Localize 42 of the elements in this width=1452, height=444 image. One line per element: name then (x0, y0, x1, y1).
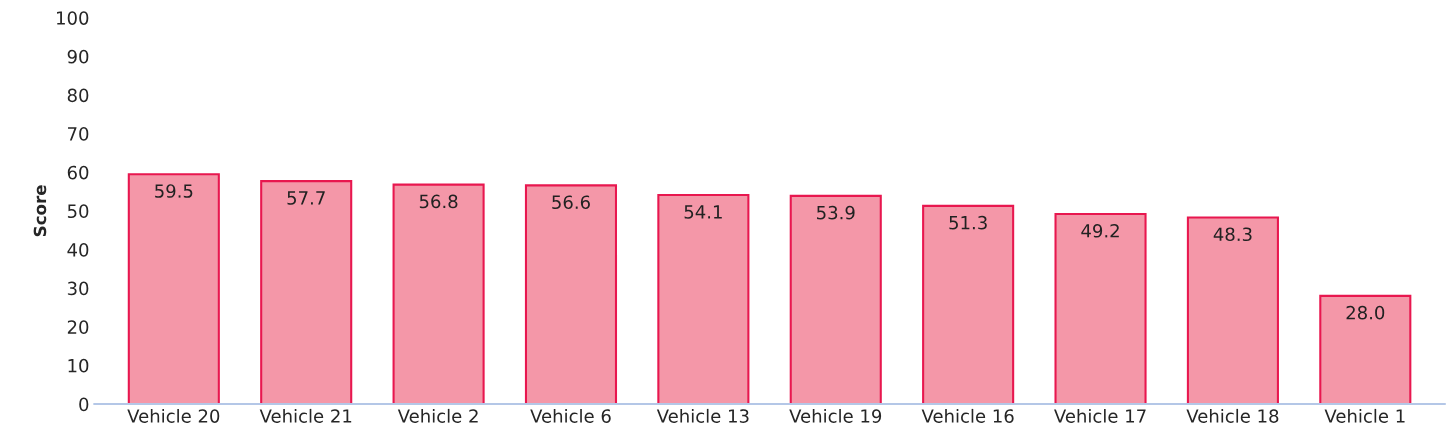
y-axis-title: Score (33, 185, 47, 237)
data-label: 53.9 (817, 205, 855, 220)
bar (1319, 294, 1412, 405)
data-label: 56.8 (419, 194, 458, 209)
bar (260, 180, 353, 405)
y-tick-label: 90 (67, 49, 89, 64)
y-tick-label: 60 (67, 165, 89, 180)
y-tick-label: 50 (67, 204, 89, 219)
x-tick-label: Vehicle 20 (127, 408, 220, 423)
x-tick-label: Vehicle 6 (530, 408, 611, 423)
y-tick-label: 100 (57, 11, 89, 25)
bar (127, 173, 220, 405)
data-label: 48.3 (1213, 227, 1252, 242)
y-tick-label: 30 (67, 281, 89, 296)
x-tick-label: Vehicle 16 (921, 408, 1014, 423)
bar (1054, 212, 1147, 405)
x-tick-label: Vehicle 1 (1324, 408, 1405, 423)
data-label: 57.7 (287, 191, 325, 205)
x-tick-label: Vehicle 19 (789, 408, 882, 423)
y-tick-label: 10 (68, 358, 89, 373)
bar (789, 194, 882, 405)
bar (1186, 216, 1279, 405)
x-tick-label: Vehicle 13 (656, 408, 749, 423)
data-label: 51.3 (949, 215, 987, 230)
data-label: 49.2 (1081, 223, 1119, 238)
bar (922, 204, 1015, 405)
bar (524, 184, 618, 405)
y-tick-label: 40 (67, 242, 89, 257)
x-tick-label: Vehicle 18 (1186, 408, 1279, 423)
data-label: 59.5 (155, 184, 193, 198)
x-tick-label: Vehicle 17 (1054, 408, 1146, 423)
data-label: 56.6 (552, 195, 590, 210)
y-tick-label: 20 (67, 320, 89, 334)
bar (392, 183, 485, 405)
data-label: 28.0 (1346, 305, 1385, 320)
y-tick-label: 80 (67, 88, 89, 103)
y-tick-label: 0 (79, 397, 89, 412)
x-tick-label: Vehicle 21 (259, 408, 352, 423)
data-label: 54.1 (684, 205, 722, 219)
y-tick-label: 70 (68, 127, 89, 141)
bar (657, 194, 750, 405)
x-tick-label: Vehicle 2 (397, 408, 478, 423)
